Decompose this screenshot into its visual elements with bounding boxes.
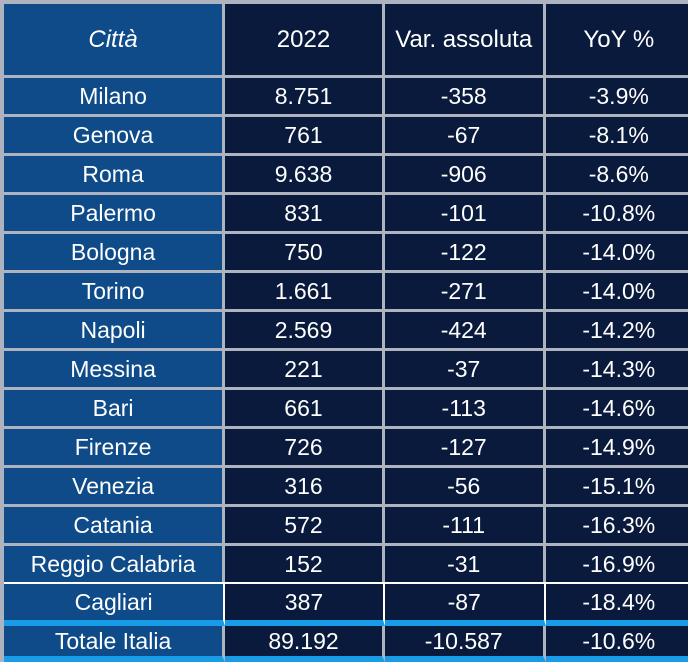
cell-2022: 152 <box>225 546 385 582</box>
cell-var-assoluta: -10.587 <box>384 626 546 662</box>
table-row: Venezia 316 -56 -15.1% <box>4 468 688 507</box>
cell-2022: 831 <box>225 195 385 234</box>
cell-city: Bologna <box>4 234 226 273</box>
cell-city: Messina <box>4 351 226 390</box>
cell-city: Milano <box>4 78 226 117</box>
cell-var-assoluta: -31 <box>384 546 546 582</box>
table-header-row: Città 2022 Var. assoluta YoY % <box>4 4 688 78</box>
cell-city: Reggio Calabria <box>4 546 226 582</box>
cell-2022: 316 <box>225 468 385 507</box>
cell-city: Cagliari <box>4 582 226 626</box>
cell-2022: 89.192 <box>225 626 385 662</box>
cell-var-assoluta: -87 <box>384 582 546 626</box>
cell-yoy: -10.6% <box>545 626 688 662</box>
cell-2022: 761 <box>225 117 385 156</box>
cell-var-assoluta: -358 <box>384 78 546 117</box>
column-header-yoy: YoY % <box>545 4 688 78</box>
cell-city: Catania <box>4 507 226 546</box>
table-row: Messina 221 -37 -14.3% <box>4 351 688 390</box>
cell-var-assoluta: -271 <box>384 273 546 312</box>
cell-city: Torino <box>4 273 226 312</box>
table-row: Genova 761 -67 -8.1% <box>4 117 688 156</box>
cell-var-assoluta: -122 <box>384 234 546 273</box>
cell-yoy: -14.3% <box>545 351 688 390</box>
cell-city: Totale Italia <box>4 626 226 662</box>
table-row: Reggio Calabria 152 -31 -16.9% <box>4 546 688 582</box>
table-row: Napoli 2.569 -424 -14.2% <box>4 312 688 351</box>
table-row: Catania 572 -111 -16.3% <box>4 507 688 546</box>
table-row: Milano 8.751 -358 -3.9% <box>4 78 688 117</box>
cell-city: Napoli <box>4 312 226 351</box>
cell-2022: 9.638 <box>225 156 385 195</box>
table-row: Palermo 831 -101 -10.8% <box>4 195 688 234</box>
column-header-var-assoluta: Var. assoluta <box>384 4 546 78</box>
cell-city: Venezia <box>4 468 226 507</box>
table-row: Bologna 750 -122 -14.0% <box>4 234 688 273</box>
cell-var-assoluta: -37 <box>384 351 546 390</box>
cell-2022: 572 <box>225 507 385 546</box>
cell-var-assoluta: -424 <box>384 312 546 351</box>
cell-2022: 8.751 <box>225 78 385 117</box>
cell-var-assoluta: -113 <box>384 390 546 429</box>
cell-city: Bari <box>4 390 226 429</box>
cell-yoy: -14.2% <box>545 312 688 351</box>
cell-yoy: -14.0% <box>545 273 688 312</box>
cell-var-assoluta: -906 <box>384 156 546 195</box>
cell-city: Genova <box>4 117 226 156</box>
cell-city: Palermo <box>4 195 226 234</box>
cell-yoy: -14.0% <box>545 234 688 273</box>
table-row: Bari 661 -113 -14.6% <box>4 390 688 429</box>
table-row: Firenze 726 -127 -14.9% <box>4 429 688 468</box>
cell-yoy: -18.4% <box>545 582 688 626</box>
cell-2022: 221 <box>225 351 385 390</box>
column-header-citta: Città <box>4 4 226 78</box>
column-header-2022: 2022 <box>225 4 385 78</box>
cell-2022: 387 <box>225 582 385 626</box>
cell-yoy: -3.9% <box>545 78 688 117</box>
table-row: Roma 9.638 -906 -8.6% <box>4 156 688 195</box>
cell-2022: 750 <box>225 234 385 273</box>
cell-yoy: -14.9% <box>545 429 688 468</box>
cell-2022: 726 <box>225 429 385 468</box>
cell-yoy: -10.8% <box>545 195 688 234</box>
cell-var-assoluta: -67 <box>384 117 546 156</box>
cell-2022: 661 <box>225 390 385 429</box>
table-row: Cagliari 387 -87 -18.4% <box>4 582 688 626</box>
cell-var-assoluta: -111 <box>384 507 546 546</box>
cell-yoy: -16.3% <box>545 507 688 546</box>
cell-var-assoluta: -56 <box>384 468 546 507</box>
cell-yoy: -8.1% <box>545 117 688 156</box>
cell-2022: 1.661 <box>225 273 385 312</box>
cell-yoy: -8.6% <box>545 156 688 195</box>
cell-city: Roma <box>4 156 226 195</box>
total-row: Totale Italia 89.192 -10.587 -10.6% <box>4 626 688 662</box>
cell-city: Firenze <box>4 429 226 468</box>
cell-yoy: -16.9% <box>545 546 688 582</box>
cell-var-assoluta: -101 <box>384 195 546 234</box>
table-body: Milano 8.751 -358 -3.9% Genova 761 -67 -8.1% Rom… <box>4 78 688 662</box>
cell-yoy: -15.1% <box>545 468 688 507</box>
cell-yoy: -14.6% <box>545 390 688 429</box>
cell-var-assoluta: -127 <box>384 429 546 468</box>
cell-2022: 2.569 <box>225 312 385 351</box>
table-row: Torino 1.661 -271 -14.0% <box>4 273 688 312</box>
